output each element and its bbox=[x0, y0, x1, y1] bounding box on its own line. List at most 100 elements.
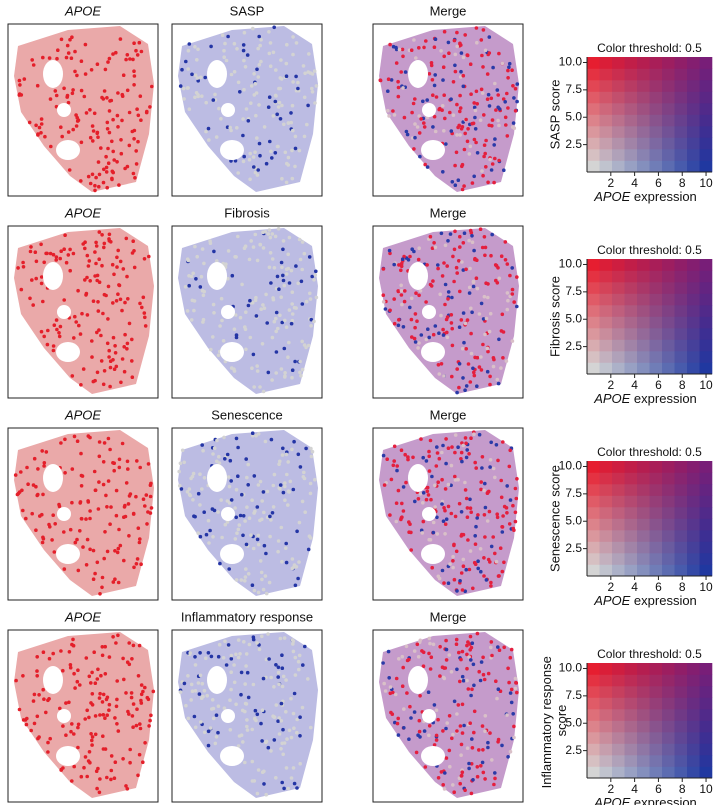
spot bbox=[481, 173, 485, 178]
spot bbox=[58, 256, 62, 261]
spot bbox=[388, 513, 392, 517]
spot bbox=[41, 537, 46, 541]
spot bbox=[505, 307, 510, 312]
spot bbox=[381, 661, 385, 665]
spot bbox=[190, 72, 194, 77]
spot bbox=[202, 261, 206, 266]
spot bbox=[112, 158, 116, 162]
spot bbox=[448, 110, 452, 115]
spot bbox=[84, 111, 89, 115]
spot bbox=[136, 526, 141, 530]
spot bbox=[456, 125, 460, 130]
spot bbox=[266, 745, 271, 750]
spot bbox=[266, 370, 271, 375]
spot bbox=[301, 663, 305, 667]
spot bbox=[114, 50, 118, 55]
legend-cell bbox=[649, 541, 663, 554]
spot bbox=[446, 581, 451, 585]
spot bbox=[448, 562, 452, 566]
legend-cell bbox=[674, 316, 688, 329]
spot bbox=[395, 721, 400, 726]
spot bbox=[471, 662, 476, 667]
spot bbox=[443, 243, 448, 248]
spot bbox=[464, 441, 468, 446]
spot bbox=[497, 158, 501, 163]
legend-cell bbox=[687, 316, 700, 329]
spot bbox=[455, 271, 459, 275]
spot bbox=[298, 359, 302, 364]
spot bbox=[196, 94, 200, 99]
spot bbox=[61, 668, 65, 673]
spot bbox=[96, 309, 101, 313]
spot bbox=[79, 140, 84, 145]
spot bbox=[191, 498, 195, 502]
legend-cell bbox=[624, 282, 638, 294]
legend-cell bbox=[687, 305, 700, 317]
spot bbox=[460, 125, 465, 129]
legend-cell bbox=[699, 755, 713, 767]
spot bbox=[481, 65, 485, 69]
legend-cell bbox=[674, 293, 688, 306]
spot bbox=[31, 63, 36, 67]
spot bbox=[278, 86, 283, 91]
legend-cell bbox=[637, 709, 650, 721]
legend-cell bbox=[637, 362, 650, 375]
spot bbox=[193, 95, 197, 100]
spot bbox=[413, 97, 417, 101]
legend-cell bbox=[687, 160, 700, 173]
legend-cell bbox=[662, 674, 675, 687]
spot bbox=[137, 540, 142, 545]
tissue-hole bbox=[56, 140, 80, 160]
legend-cell bbox=[612, 755, 625, 767]
legend-cell bbox=[674, 530, 688, 542]
spot bbox=[220, 33, 225, 37]
x-tick-label: 6 bbox=[655, 378, 662, 392]
spot bbox=[512, 96, 516, 100]
spot bbox=[125, 341, 130, 346]
spot bbox=[504, 359, 509, 363]
spot bbox=[449, 97, 453, 101]
spot bbox=[101, 734, 105, 738]
spot bbox=[137, 752, 142, 757]
spot bbox=[433, 324, 438, 328]
spot bbox=[449, 670, 454, 674]
spot bbox=[465, 139, 470, 144]
legend-cell bbox=[624, 743, 638, 756]
tissue-hole bbox=[421, 746, 445, 766]
tissue-hole bbox=[220, 140, 244, 160]
spot bbox=[269, 749, 273, 753]
spot bbox=[71, 127, 75, 132]
spot bbox=[391, 463, 396, 468]
spot bbox=[223, 522, 228, 527]
spot bbox=[485, 72, 490, 76]
spot bbox=[278, 117, 283, 121]
spot bbox=[461, 73, 466, 78]
spot bbox=[285, 472, 289, 477]
spot bbox=[89, 701, 93, 705]
spot bbox=[505, 484, 509, 488]
spot bbox=[74, 124, 79, 128]
spot bbox=[416, 497, 421, 501]
spot bbox=[260, 342, 265, 346]
spot bbox=[387, 114, 391, 118]
legend-cell bbox=[649, 137, 663, 150]
spot bbox=[117, 457, 122, 462]
spot bbox=[443, 508, 447, 513]
spot bbox=[139, 692, 144, 697]
spot bbox=[245, 475, 249, 480]
spot bbox=[491, 364, 496, 369]
spot bbox=[499, 478, 503, 483]
spot bbox=[78, 500, 83, 504]
spot bbox=[243, 519, 247, 523]
spot bbox=[474, 26, 479, 30]
legend-cell bbox=[649, 461, 663, 473]
spot bbox=[310, 449, 315, 454]
spot bbox=[455, 667, 459, 672]
spot bbox=[479, 368, 484, 372]
spot bbox=[475, 516, 479, 520]
spot bbox=[280, 666, 285, 670]
spot bbox=[184, 703, 188, 708]
x-tick-label: 10 bbox=[699, 580, 713, 594]
spot bbox=[488, 157, 492, 162]
spot bbox=[500, 312, 505, 317]
